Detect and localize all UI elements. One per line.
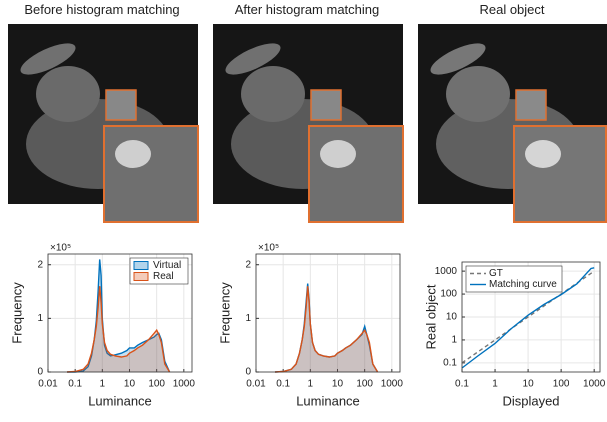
y-axis-label: Frequency [9,282,24,344]
x-tick-label: 1000 [583,379,606,390]
x-axis-label: Luminance [88,393,152,408]
y-tick-label: 2 [245,259,251,270]
x-tick-label: 0.1 [276,379,290,390]
axes-box [255,253,401,373]
plot-area [256,254,400,372]
x-tick-label: 100 [553,379,570,390]
x-tick-label: 0.1 [68,379,82,390]
x-tick-label: 100 [356,379,373,390]
legend-box [129,257,189,285]
legend-label: Virtual [153,260,181,271]
y-tick-label: 1 [451,335,457,346]
axes-box [47,253,193,373]
y-axis-label: Real object [423,284,438,349]
legend-label: GT [489,268,503,279]
x-tick-label: 100 [148,379,165,390]
y-tick-label: 2 [37,259,43,270]
legend-swatch [133,272,149,281]
line [461,267,595,369]
y-scale-label: ×10⁵ [258,243,279,254]
axes-box [461,261,601,373]
x-tick-label: 1 [308,379,314,390]
image [418,24,607,223]
y-tick-label: 1 [245,313,251,324]
y-scale-label: ×10⁵ [50,243,71,254]
y-tick-label: 0 [245,367,251,378]
x-axis-label: Displayed [502,393,559,408]
line [66,286,171,373]
y-tick-label: 1 [37,313,43,324]
legend-label: Matching curve [489,279,557,290]
y-tick-label: 0 [37,367,43,378]
x-tick-label: 1 [100,379,106,390]
x-tick-label: 10 [124,379,136,390]
y-tick-label: 1000 [435,266,458,277]
x-tick-label: 10 [523,379,535,390]
image [213,24,404,223]
legend-swatch [133,261,149,270]
x-tick-label: 0.1 [455,379,469,390]
x-tick-label: 0.01 [246,379,266,390]
legend-label: Real [153,271,174,282]
y-tick-label: 100 [440,289,457,300]
line [274,286,379,373]
x-tick-label: 10 [332,379,344,390]
x-tick-label: 1000 [173,379,196,390]
image-title: Before histogram matching [24,2,179,17]
image-title: Real object [479,2,544,17]
image [8,24,199,223]
x-tick-label: 1000 [381,379,404,390]
y-axis-label: Frequency [217,282,232,344]
y-tick-label: 0.1 [443,358,457,369]
x-tick-label: 1 [492,379,498,390]
x-axis-label: Luminance [296,393,360,408]
image-title: After histogram matching [235,2,380,17]
x-tick-label: 0.01 [38,379,58,390]
legend-box [465,265,563,293]
y-tick-label: 10 [446,312,458,323]
